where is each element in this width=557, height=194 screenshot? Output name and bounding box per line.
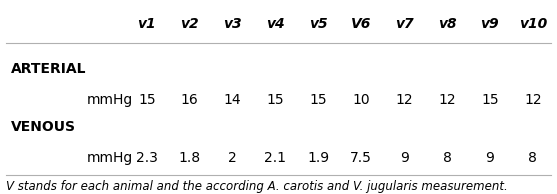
Text: 12: 12 — [395, 93, 413, 107]
Text: 9: 9 — [486, 151, 494, 165]
Text: mmHg: mmHg — [86, 151, 133, 165]
Text: ARTERIAL: ARTERIAL — [11, 62, 87, 76]
Text: 2: 2 — [228, 151, 237, 165]
Text: VENOUS: VENOUS — [11, 120, 76, 134]
Text: v2: v2 — [180, 17, 199, 31]
Text: 8: 8 — [529, 151, 537, 165]
Text: v9: v9 — [481, 17, 499, 31]
Text: 7.5: 7.5 — [350, 151, 372, 165]
Text: V stands for each animal and the according A. carotis and V. jugularis measureme: V stands for each animal and the accordi… — [6, 180, 507, 193]
Text: 9: 9 — [400, 151, 408, 165]
Text: 8: 8 — [443, 151, 451, 165]
Text: v4: v4 — [266, 17, 285, 31]
Text: 14: 14 — [224, 93, 241, 107]
Text: v5: v5 — [309, 17, 328, 31]
Text: 12: 12 — [524, 93, 541, 107]
Text: 15: 15 — [310, 93, 327, 107]
Text: v8: v8 — [438, 17, 456, 31]
Text: v3: v3 — [223, 17, 242, 31]
Text: 15: 15 — [481, 93, 499, 107]
Text: 2.3: 2.3 — [136, 151, 158, 165]
Text: 16: 16 — [181, 93, 198, 107]
Text: 10: 10 — [353, 93, 370, 107]
Text: 15: 15 — [267, 93, 284, 107]
Text: V6: V6 — [351, 17, 372, 31]
Text: v1: v1 — [138, 17, 156, 31]
Text: v7: v7 — [395, 17, 413, 31]
Text: 12: 12 — [438, 93, 456, 107]
Text: 1.8: 1.8 — [179, 151, 201, 165]
Text: 1.9: 1.9 — [307, 151, 329, 165]
Text: 15: 15 — [138, 93, 155, 107]
Text: mmHg: mmHg — [86, 93, 133, 107]
Text: v10: v10 — [519, 17, 547, 31]
Text: 2.1: 2.1 — [265, 151, 286, 165]
